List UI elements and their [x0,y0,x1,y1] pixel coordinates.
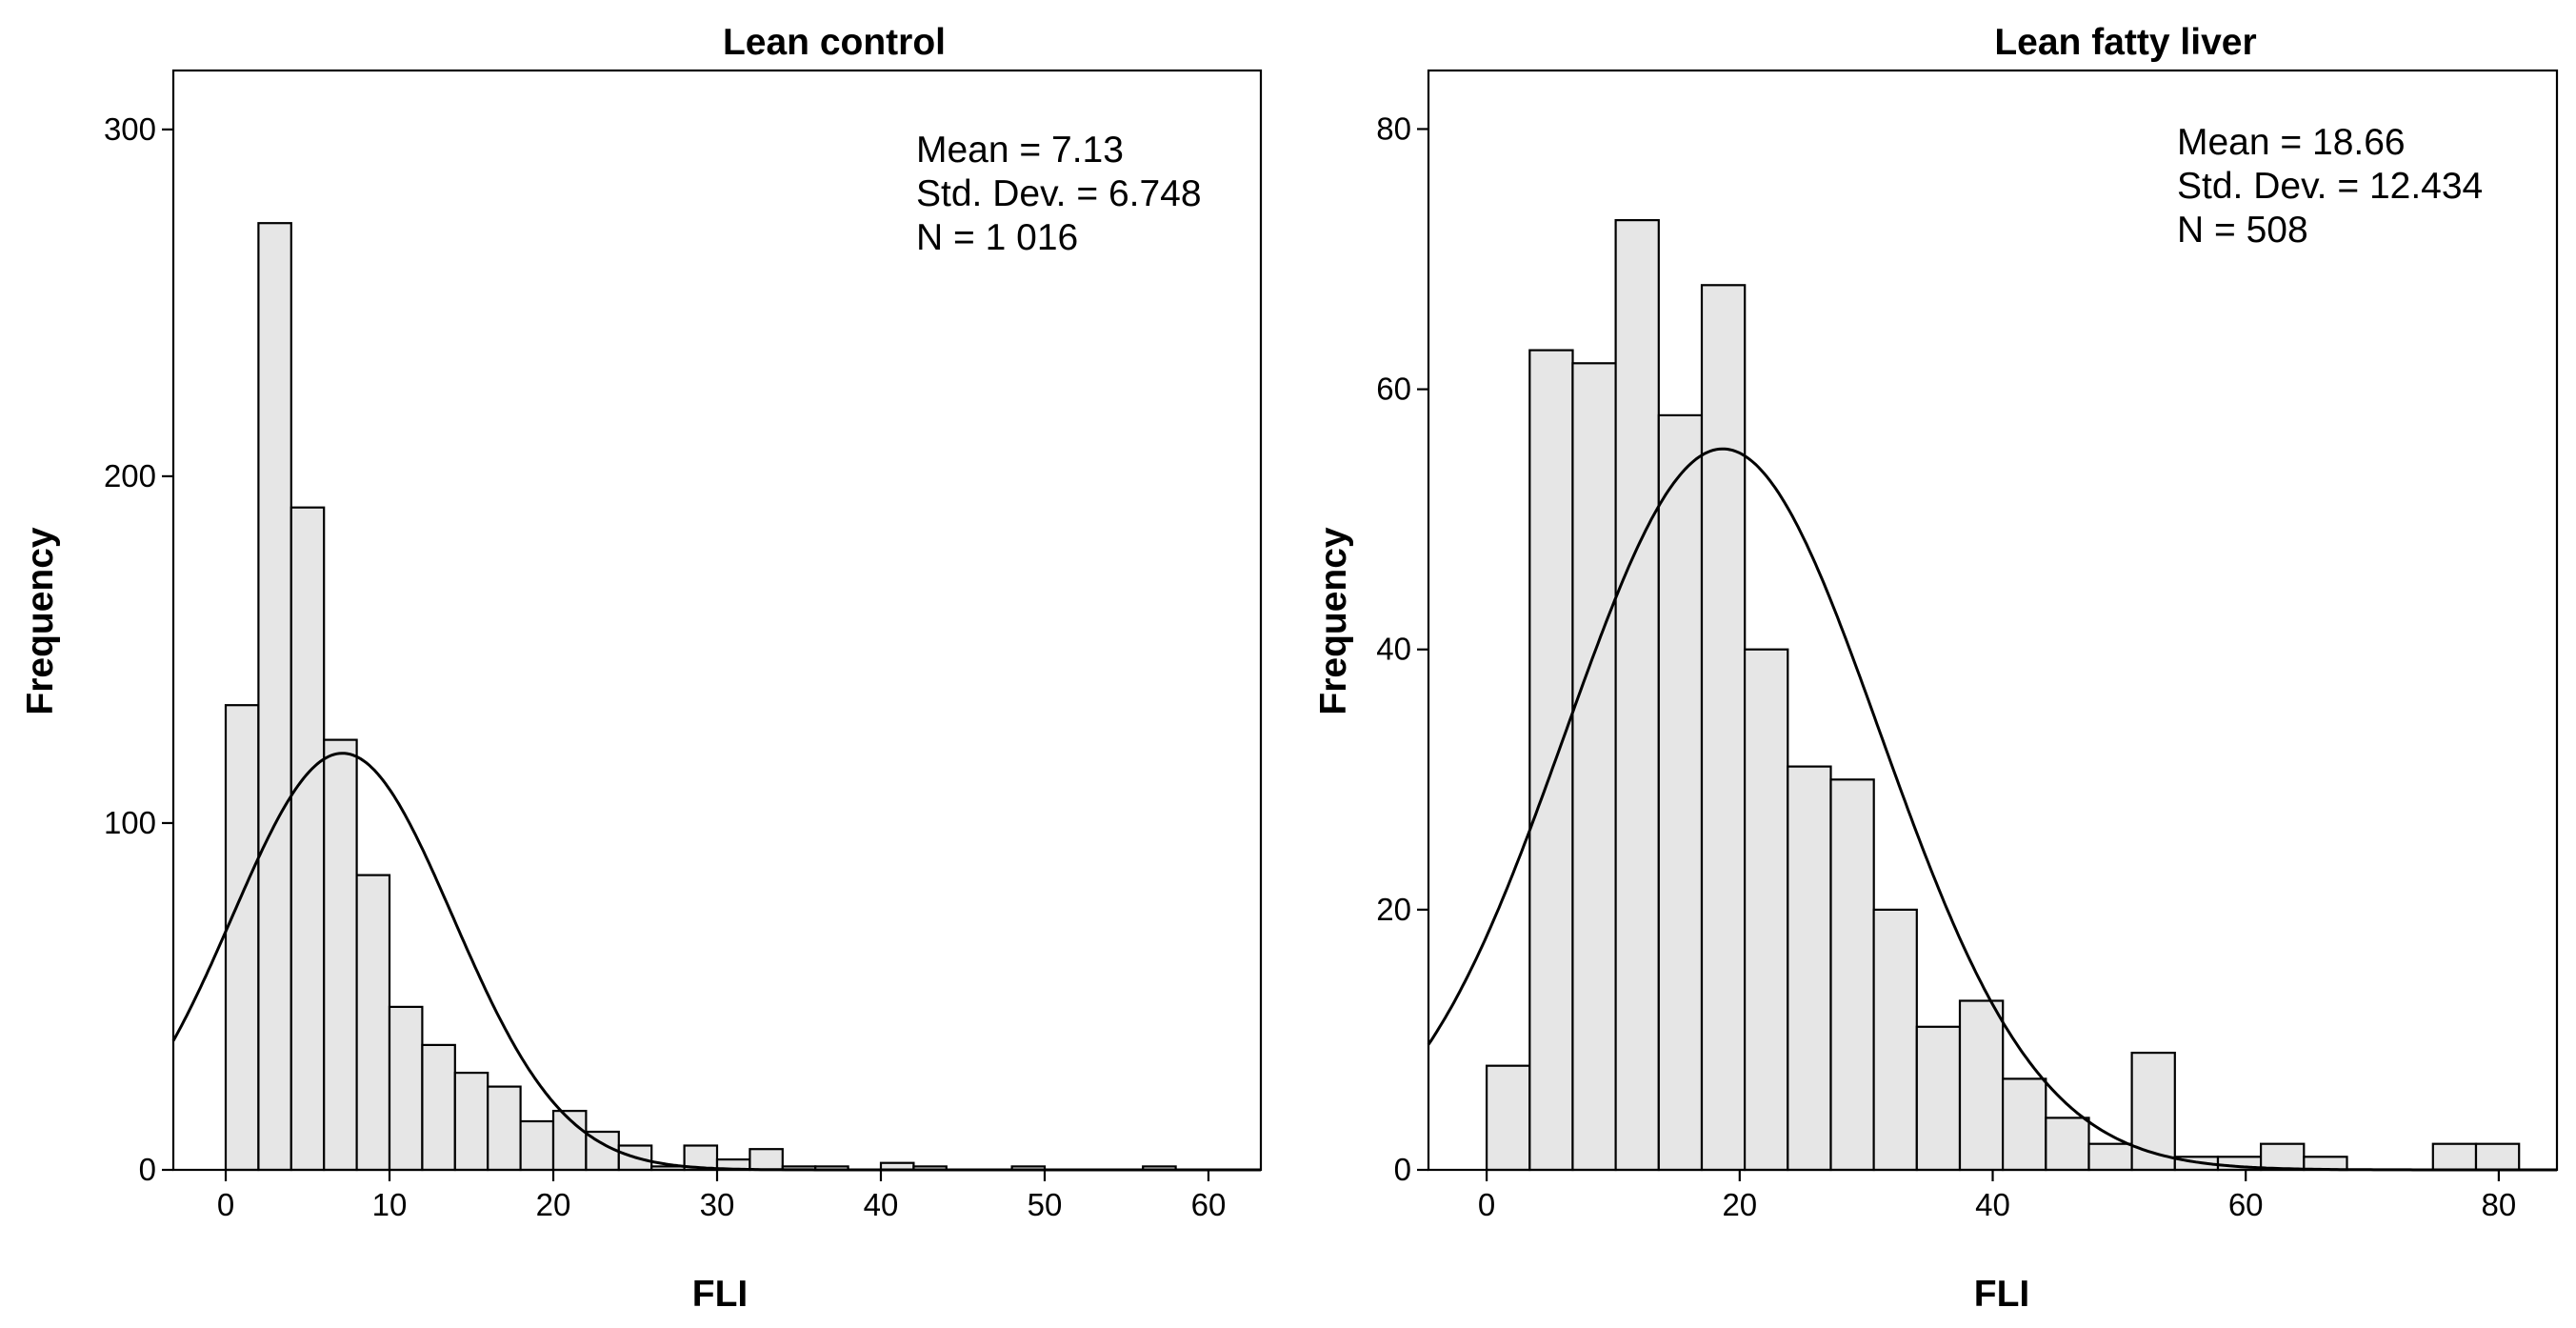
x-tick-label: 40 [864,1187,899,1222]
histogram-bar [1700,284,1747,1172]
y-tick-label: 40 [1376,632,1411,667]
y-tick-label: 0 [1394,1152,1411,1187]
histogram-bar [453,1071,489,1172]
histogram-bar [1485,1064,1531,1172]
lean-fatty-liver-panel: Lean fatty liver Frequency FLI 0 20 40 60 80… [1313,22,2559,1315]
histogram-bar [1915,1025,1962,1172]
histogram-bar [487,1085,522,1172]
y-tick-label: 60 [1376,372,1411,407]
x-tick-label: 20 [1722,1187,1757,1222]
stat-mean: Mean = 18.66 [2177,122,2406,163]
bars-group [1485,219,2521,1172]
y-tick-label: 0 [139,1152,156,1187]
histogram-bar [388,1005,424,1172]
x-tick-label: 0 [1478,1187,1495,1222]
x-tick-label: 0 [217,1187,234,1222]
x-tick-label: 30 [700,1187,735,1222]
histogram-bar [749,1148,784,1172]
histogram-bar [2474,1142,2521,1172]
histogram-bar [290,506,326,1172]
x-tick-label: 80 [2482,1187,2517,1222]
y-axis-label: Frequency [1313,527,1354,715]
chart-title: Lean control [723,22,946,63]
histogram-bar [1743,648,1789,1172]
ticks-group: 0 20 40 60 80 0 20 40 60 80 [1376,111,2516,1222]
histogram-bar [2002,1077,2047,1172]
y-tick-label: 300 [104,111,156,147]
histogram-bar [1657,413,1704,1172]
histogram-bar [224,704,260,1172]
histogram-bar [2260,1142,2306,1172]
y-tick-label: 100 [104,805,156,840]
x-tick-label: 20 [536,1187,571,1222]
stat-n: N = 508 [2177,210,2308,251]
x-tick-label: 50 [1028,1187,1063,1222]
stat-std-dev: Std. Dev. = 12.434 [2177,166,2483,207]
histogram-bar [1872,908,1918,1172]
x-axis-label: FLI [1974,1274,2029,1315]
x-tick-label: 60 [1191,1187,1227,1222]
histogram-bar [323,738,358,1172]
x-tick-label: 10 [372,1187,408,1222]
ticks-group: 0 10 20 30 40 50 60 0 100 200 300 [104,111,1226,1222]
plot-frame [171,69,1263,1172]
chart-title: Lean fatty liver [1994,22,2256,63]
histogram-bar [2431,1142,2478,1172]
y-tick-label: 20 [1376,892,1411,927]
stat-std-dev: Std. Dev. = 6.748 [916,173,1202,214]
histogram-bar [1787,765,1832,1172]
x-axis-label: FLI [692,1274,748,1315]
y-tick-label: 80 [1376,111,1411,146]
histogram-bar [519,1119,555,1172]
x-tick-label: 60 [2228,1187,2264,1222]
histogram-bar [257,222,292,1172]
histogram-bar [1829,778,1875,1172]
histogram-bar [1571,362,1617,1172]
plot-frame [1427,69,2559,1172]
histogram-bar [1958,999,2005,1172]
histogram-bar [2087,1142,2133,1172]
bars-group [224,222,1177,1172]
x-tick-label: 40 [1975,1187,2010,1222]
histogram-bar [1528,349,1574,1172]
y-tick-label: 200 [104,458,156,493]
y-axis-label: Frequency [20,527,61,715]
lean-control-panel: Lean control Frequency FLI 0 10 20 30 40 50 60… [20,22,1263,1315]
histogram-bar [2045,1117,2090,1172]
histogram-bar [421,1043,456,1172]
stat-n: N = 1 016 [916,217,1078,258]
histogram-bar [1614,219,1660,1172]
stat-mean: Mean = 7.13 [916,130,1124,171]
histogram-bar [355,874,391,1172]
